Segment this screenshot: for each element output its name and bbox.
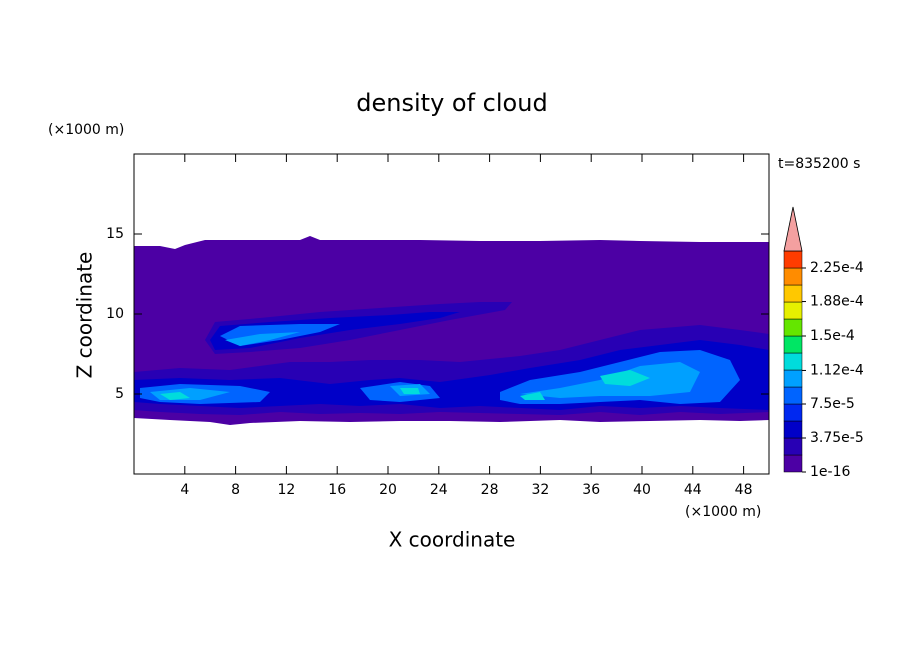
chart-title: density of cloud	[356, 89, 547, 117]
x-tick-label: 4	[180, 482, 189, 498]
colorbar-band	[783, 250, 803, 269]
colorbar-band	[783, 267, 803, 286]
colorbar-band	[783, 301, 803, 320]
annotation: t=835200 s	[778, 156, 860, 172]
x-tick-label: 44	[684, 482, 702, 498]
colorbar-tick-label: 1.88e-4	[810, 294, 864, 310]
y-axis-label: Z coordinate	[73, 252, 97, 379]
colorbar-band	[783, 386, 803, 405]
x-tick-label: 36	[582, 482, 600, 498]
x-tick-label: 32	[531, 482, 549, 498]
colorbar-tick-label: 3.75e-5	[810, 430, 864, 446]
colorbar-tick-label: 2.25e-4	[810, 260, 864, 276]
x-tick-label: 48	[735, 482, 753, 498]
colorbar-band	[783, 420, 803, 439]
y-unit: (×1000 m)	[48, 122, 124, 138]
x-tick-label: 28	[481, 482, 499, 498]
contour-region	[600, 370, 650, 386]
colorbar-band	[783, 335, 803, 354]
colorbar-tick-label: 1.5e-4	[810, 328, 855, 344]
contour-region	[400, 388, 420, 394]
colorbar-band	[783, 454, 803, 473]
contour-region	[520, 392, 545, 400]
contour-field	[134, 236, 769, 425]
contour-region	[160, 392, 190, 400]
y-tick-label: 5	[115, 386, 124, 402]
x-tick-label: 40	[633, 482, 651, 498]
colorbar-band	[783, 284, 803, 303]
y-tick-label: 10	[106, 306, 124, 322]
x-tick-label: 8	[231, 482, 240, 498]
x-tick-label: 16	[328, 482, 346, 498]
x-tick-label: 24	[430, 482, 448, 498]
colorbar-band	[783, 403, 803, 422]
colorbar-tick-label: 1e-16	[810, 464, 850, 480]
x-tick-label: 20	[379, 482, 397, 498]
x-tick-label: 12	[277, 482, 295, 498]
colorbar-tick-label: 1.12e-4	[810, 362, 864, 378]
colorbar-extend	[783, 206, 803, 252]
contour-region	[225, 332, 300, 346]
colorbar-band	[783, 352, 803, 371]
colorbar-tick-label: 7.5e-5	[810, 396, 855, 412]
x-unit: (×1000 m)	[685, 504, 761, 520]
colorbar-band	[783, 437, 803, 456]
y-tick-label: 15	[106, 226, 124, 242]
colorbar-band	[783, 318, 803, 337]
colorbar-band	[783, 369, 803, 388]
x-axis-label: X coordinate	[389, 528, 516, 552]
